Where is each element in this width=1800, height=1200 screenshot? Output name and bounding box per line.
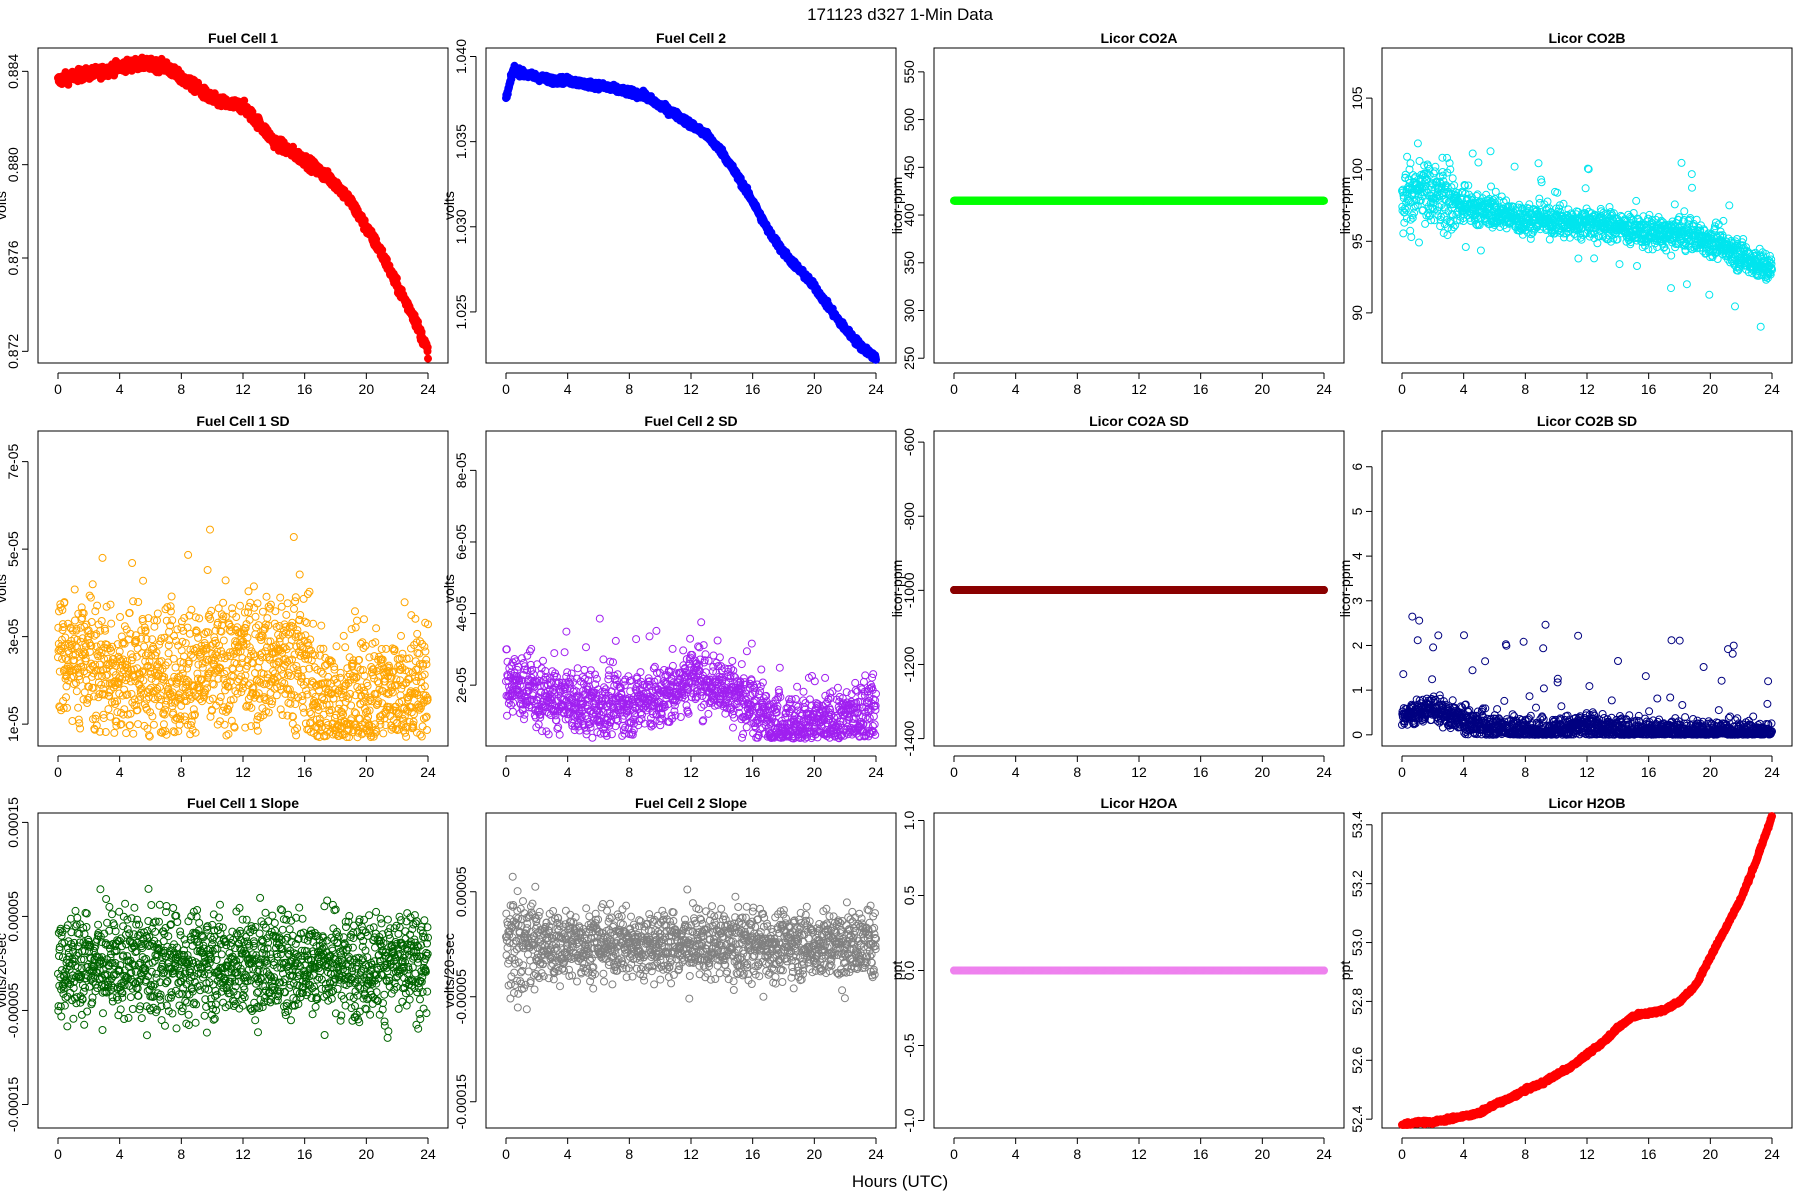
y-tick-label: 0.884 [5,54,21,89]
x-tick-label: 12 [1131,381,1147,397]
y-tick-label: 1.035 [453,124,469,159]
x-tick-label: 4 [1012,381,1020,397]
y-tick-label: 550 [901,60,917,84]
panel-fc2: Fuel Cell 20 4 8 12 16 20 241.0251.0301.0351.0… [441,30,897,397]
panel-fc1: Fuel Cell 1 0 4 8 12 16 20 24 0.872 0.876 0.880 0.8… [0,30,449,397]
y-tick-label: 1.025 [453,294,469,329]
data-point [423,343,432,352]
y-axis-label: volts [441,191,457,220]
panel-title: Licor CO2A [1100,30,1177,46]
x-tick-label: 20 [1703,381,1719,397]
x-tick-label: 12 [1579,381,1595,397]
panel-title: Fuel Cell 1 [208,30,278,46]
data-point [1448,174,1457,183]
data-point [1399,229,1408,238]
x-tick-label: 4 [1460,381,1468,397]
y-tick-label: 0.880 [5,147,21,182]
data-point [1510,162,1519,171]
data-point [1407,233,1416,242]
x-tick-label: 20 [807,381,823,397]
y-axis-label: licor-ppm [889,177,905,235]
y-tick-label: 1.040 [453,39,469,74]
x-tick-label: 20 [359,381,375,397]
series-fc2 [502,61,880,364]
plot-frame [933,47,1345,364]
data-point [1403,152,1412,161]
y-tick-label: 300 [901,299,917,323]
x-tick-label: 8 [1521,381,1529,397]
series-fc1 [54,53,432,363]
data-point [1413,139,1422,148]
x-tick-label: 20 [1255,381,1271,397]
y-axis-label: licor-ppm [1337,177,1353,235]
x-axis-label: Hours (UTC) [852,1172,948,1191]
x-tick-label: 0 [54,381,62,397]
panel-title: Licor CO2B [1548,30,1625,46]
y-tick-label: 250 [901,346,917,370]
x-tick-label: 16 [1641,381,1657,397]
x-tick-label: 8 [625,381,633,397]
series-co2a [950,196,1328,205]
x-tick-label: 12 [683,381,699,397]
x-tick-label: 4 [564,381,572,397]
data-point [1491,187,1500,196]
y-tick-label: 0.872 [5,334,21,369]
data-point [1476,246,1485,255]
x-tick-label: 8 [177,381,185,397]
x-tick-label: 0 [950,381,958,397]
data-point [1535,198,1544,207]
x-tick-label: 4 [116,381,124,397]
x-tick-label: 24 [1316,381,1332,397]
series-co2b [1398,139,1776,331]
figure-title: 171123 d327 1-Min Data [807,5,993,24]
y-tick-label: 105 [1349,86,1365,110]
data-point [1468,149,1477,158]
x-tick-label: 24 [420,381,436,397]
x-tick-label: 0 [502,381,510,397]
data-point [1474,158,1483,167]
x-tick-label: 24 [868,381,884,397]
x-tick-label: 16 [297,381,313,397]
x-tick-label: 12 [235,381,251,397]
x-tick-label: 8 [1073,381,1081,397]
y-tick-label: 500 [901,108,917,132]
plot-frame [37,47,449,364]
x-tick-label: 16 [745,381,761,397]
data-point [872,355,880,364]
x-tick-label: 0 [1398,381,1406,397]
y-tick-label: 95 [1349,233,1365,249]
data-point [1406,226,1415,235]
data-point [1415,157,1424,165]
y-tick-label: 90 [1349,305,1365,321]
x-tick-label: 24 [1764,381,1780,397]
data-point [1320,196,1328,205]
data-point [1534,159,1543,168]
x-tick-label: 16 [1193,381,1209,397]
y-tick-label: 450 [901,155,917,179]
panel-title: Fuel Cell 2 [656,30,726,46]
y-axis-label: volts [0,191,9,220]
panels: Fuel Cell 1 0 4 8 12 16 20 24 0.872 0.876 0.880 0.8… [0,30,1793,1162]
y-tick-label: 350 [901,251,917,275]
data-point [1461,243,1470,251]
data-point [424,354,432,363]
data-point [1415,238,1423,247]
y-tick-label: 0.876 [5,240,21,275]
data-point [1486,147,1495,156]
